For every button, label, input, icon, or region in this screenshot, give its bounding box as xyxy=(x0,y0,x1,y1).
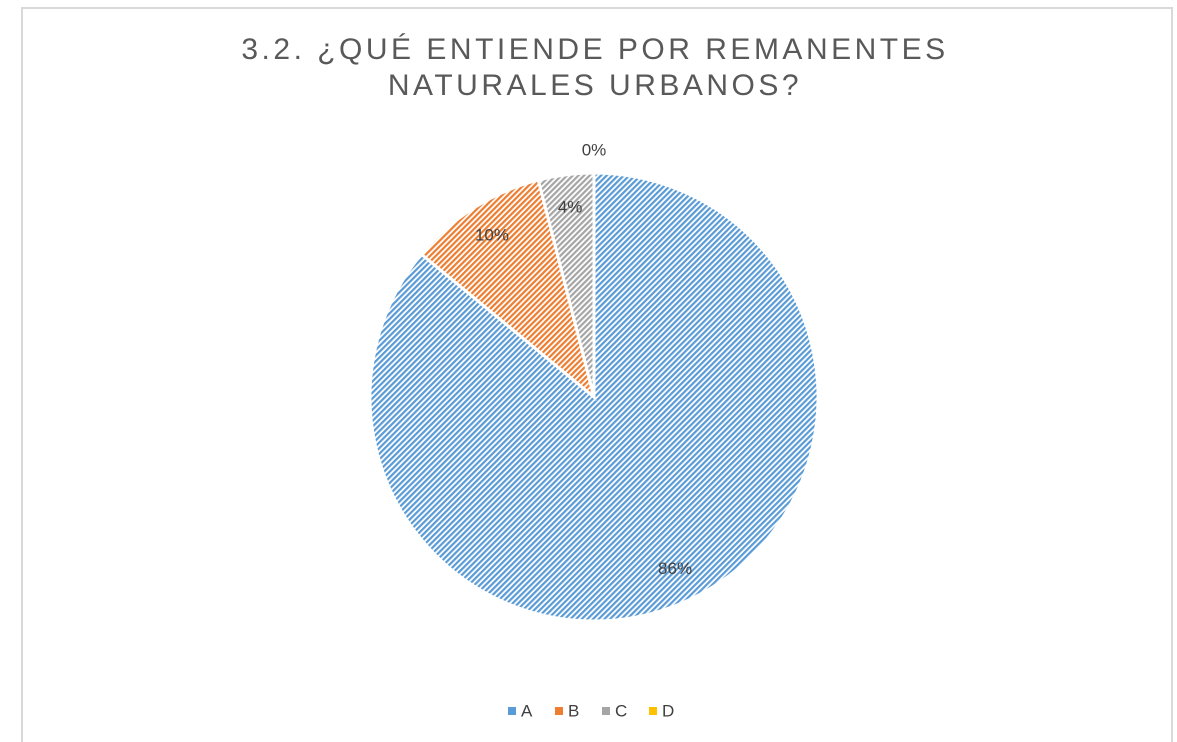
legend-swatch xyxy=(602,707,610,715)
data-label: 86% xyxy=(658,559,692,578)
legend-swatch xyxy=(555,707,563,715)
legend-label: D xyxy=(662,701,674,720)
chart-title: 3.2. ¿QUÉ ENTIENDE POR REMANENTES NATURA… xyxy=(241,33,949,102)
data-label: 10% xyxy=(475,226,509,245)
data-label: 4% xyxy=(558,198,583,217)
legend-swatch xyxy=(649,707,657,715)
legend-label: B xyxy=(568,701,579,720)
legend-label: A xyxy=(521,701,533,720)
pie-slice xyxy=(536,171,596,398)
legend-label: C xyxy=(615,701,627,720)
chart-frame xyxy=(21,7,1173,742)
legend-swatch xyxy=(508,707,516,715)
data-label: 0% xyxy=(582,140,607,159)
